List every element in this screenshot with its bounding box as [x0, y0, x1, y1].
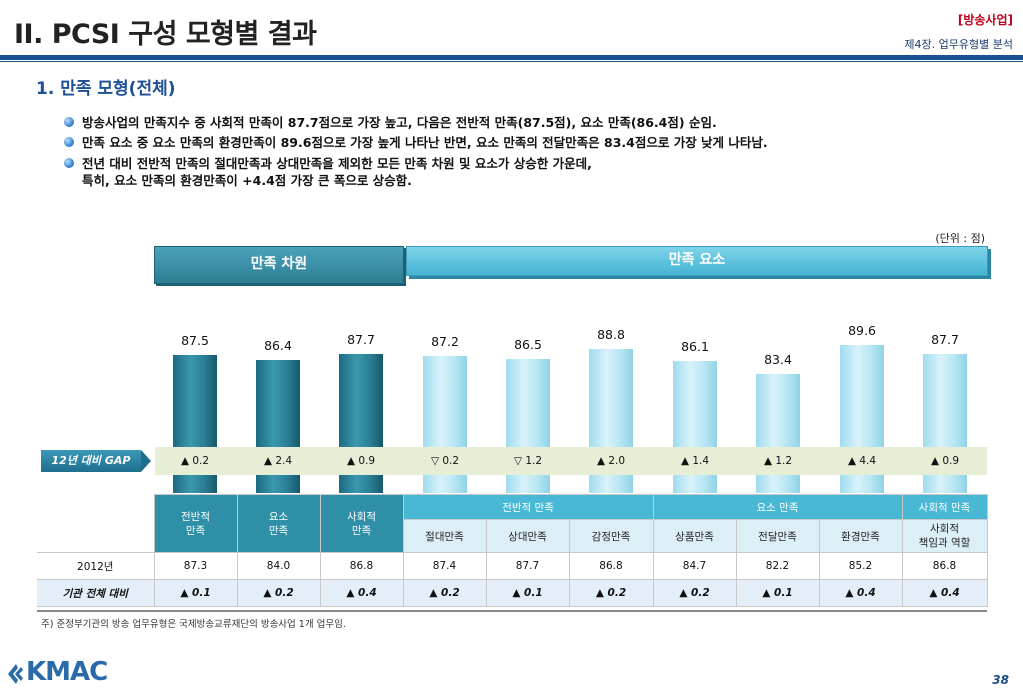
gap-value: ▽ 1.2	[513, 455, 543, 467]
bar-value-label: 88.8	[597, 326, 625, 342]
bullet-text: 만족 요소 중 요소 만족의 환경만족이 89.6점으로 가장 높게 나타난 반…	[82, 135, 768, 150]
table-row: 2012년 87.3 84.0 86.8 87.4 87.7 86.8 84.7…	[37, 552, 988, 580]
bullet-3: 전년 대비 전반적 만족의 절대만족과 상대만족을 제외한 모든 만족 차원 및…	[64, 155, 592, 189]
th-sub: 상품만족	[652, 519, 737, 553]
th-sub: 절대만족	[402, 519, 487, 553]
header-chapter: 제4장. 업무유형별 분석	[904, 38, 1013, 51]
unit-label: (단위 : 점)	[935, 232, 985, 245]
bar-value-label: 86.5	[514, 337, 542, 353]
th-sub: 상대만족	[485, 519, 570, 553]
banner-satisfaction-element: 만족 요소	[406, 246, 988, 276]
th-sub: 감정만족	[568, 519, 654, 553]
gap-value: ▲ 1.4	[680, 455, 710, 467]
page-number: 38	[992, 673, 1009, 687]
th-overall-satisfaction: 전반적 만족	[153, 494, 238, 553]
bar-value-label: 89.6	[848, 322, 876, 338]
row-label: 기관 전체 대비	[37, 579, 155, 607]
banner-satisfaction-dimension: 만족 차원	[154, 246, 404, 284]
bar-value-label: 87.7	[931, 331, 959, 347]
table-bottom-rule	[37, 610, 987, 612]
table-cell: ▲ 0.2	[568, 579, 654, 607]
bullet-dot-icon	[64, 158, 74, 168]
bar-value-label: 87.5	[181, 332, 209, 348]
th-sub: 전달만족	[735, 519, 820, 553]
th-group-social: 사회적 만족	[901, 494, 988, 520]
table-cell: ▲ 0.2	[652, 579, 737, 607]
th-group-element: 요소 만족	[652, 494, 903, 520]
logo-text: KMAC	[26, 657, 108, 687]
table-cell: ▲ 0.2	[236, 579, 321, 607]
table-cell: 85.2	[818, 552, 903, 580]
gap-value: ▲ 0.2	[180, 455, 210, 467]
table-cell: ▲ 0.2	[402, 579, 487, 607]
bullet-text: 전년 대비 전반적 만족의 절대만족과 상대만족을 제외한 모든 만족 차원 및…	[82, 156, 592, 171]
table-row: 기관 전체 대비 ▲ 0.1 ▲ 0.2 ▲ 0.4 ▲ 0.2 ▲ 0.1 ▲…	[37, 579, 988, 607]
table-cell: 86.8	[319, 552, 404, 580]
gap-label: 12년 대비 GAP	[41, 450, 153, 472]
section-title: 1. 만족 모형(전체)	[36, 79, 176, 99]
table-cell: 87.7	[485, 552, 570, 580]
kmac-logo	[8, 664, 23, 684]
th-group-overall: 전반적 만족	[402, 494, 654, 520]
row-label: 2012년	[37, 552, 155, 580]
table-cell: ▲ 0.4	[901, 579, 988, 607]
table-cell: ▲ 0.1	[153, 579, 238, 607]
th-sub: 사회적 책임과 역할	[901, 519, 988, 553]
header-rule-thin	[0, 61, 1023, 62]
gap-value: ▲ 2.0	[596, 455, 626, 467]
results-table: 전반적 만족 요소 만족 사회적 만족 전반적 만족 요소 만족 사회적 만족 …	[37, 494, 988, 607]
header-tag: [방송사업]	[957, 13, 1013, 27]
bar-value-label: 87.7	[347, 331, 375, 347]
gap-value: ▲ 2.4	[263, 455, 293, 467]
bullet-text: 방송사업의 만족지수 중 사회적 만족이 87.7점으로 가장 높고, 다음은 …	[82, 115, 717, 130]
table-cell: 87.4	[402, 552, 487, 580]
th-social-satisfaction: 사회적 만족	[319, 494, 404, 553]
gap-value: ▲ 0.9	[930, 455, 960, 467]
footnote: 주) 준정부기관의 방송 업무유형은 국제방송교류재단의 방송사업 1개 업무임…	[41, 619, 346, 630]
arrow-right-icon	[141, 450, 151, 472]
th-sub: 환경만족	[818, 519, 903, 553]
table-cell: 86.8	[901, 552, 988, 580]
table-cell: 82.2	[735, 552, 820, 580]
table-cell: 87.3	[153, 552, 238, 580]
table-cell: 84.7	[652, 552, 737, 580]
th-element-satisfaction: 요소 만족	[236, 494, 321, 553]
gap-value: ▲ 0.9	[346, 455, 376, 467]
header-rule	[0, 55, 1023, 60]
bullet-1: 방송사업의 만족지수 중 사회적 만족이 87.7점으로 가장 높고, 다음은 …	[64, 114, 717, 131]
page-title: II. PCSI 구성 모형별 결과	[14, 19, 317, 50]
bar-value-label: 86.4	[264, 337, 292, 353]
bullet-2: 만족 요소 중 요소 만족의 환경만족이 89.6점으로 가장 높게 나타난 반…	[64, 134, 768, 151]
gap-band	[155, 447, 987, 475]
bar-value-label: 86.1	[681, 339, 709, 355]
table-cell: ▲ 0.4	[818, 579, 903, 607]
gap-value: ▲ 1.2	[763, 455, 793, 467]
table-cell: 84.0	[236, 552, 321, 580]
table-corner	[37, 494, 154, 553]
table-cell: ▲ 0.1	[735, 579, 820, 607]
bullet-text-cont: 특히, 요소 만족의 환경만족이 +4.4점 가장 큰 폭으로 상승함.	[82, 173, 412, 188]
table-cell: ▲ 0.1	[485, 579, 570, 607]
gap-value: ▽ 0.2	[430, 455, 460, 467]
table-cell: ▲ 0.4	[319, 579, 404, 607]
bar-value-label: 87.2	[431, 334, 459, 350]
bar-value-label: 83.4	[764, 351, 792, 367]
gap-value: ▲ 4.4	[847, 455, 877, 467]
bullet-dot-icon	[64, 137, 74, 147]
table-cell: 86.8	[568, 552, 654, 580]
bar	[756, 373, 800, 493]
bullet-dot-icon	[64, 117, 74, 127]
